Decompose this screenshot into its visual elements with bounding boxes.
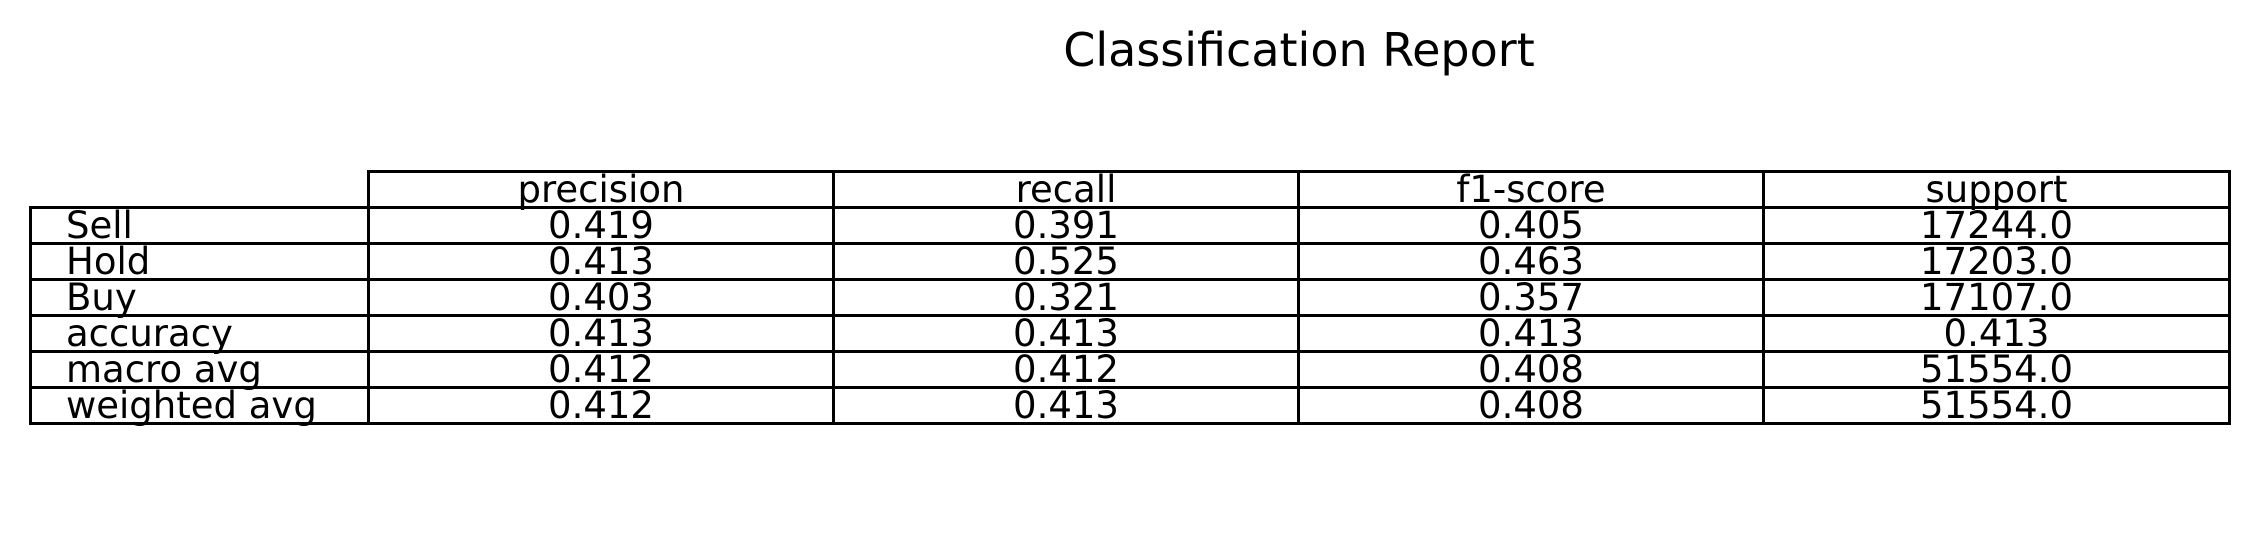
row-label: macro avg <box>29 350 370 389</box>
table-cell: 0.413 <box>367 242 835 281</box>
column-header: f1-score <box>1297 170 1765 209</box>
column-header: precision <box>367 170 835 209</box>
row-label: accuracy <box>29 314 370 353</box>
classification-report-table: precision recall f1-score support Sell 0.419 0… <box>29 170 2231 425</box>
table-row: accuracy 0.413 0.413 0.413 0.413 <box>29 314 2231 353</box>
table-cell: 0.412 <box>832 350 1300 389</box>
table-row: weighted avg 0.412 0.413 0.408 51554.0 <box>29 386 2231 425</box>
table-cell: 0.413 <box>367 314 835 353</box>
row-label: weighted avg <box>29 386 370 425</box>
table-row: Hold 0.413 0.525 0.463 17203.0 <box>29 242 2231 281</box>
table-cell: 0.412 <box>367 350 835 389</box>
table-cell: 17107.0 <box>1762 278 2231 317</box>
table-cell: 0.405 <box>1297 206 1765 245</box>
table-row: Sell 0.419 0.391 0.405 17244.0 <box>29 206 2231 245</box>
table-cell: 0.419 <box>367 206 835 245</box>
table-cell: 0.412 <box>367 386 835 425</box>
table-row: Buy 0.403 0.321 0.357 17107.0 <box>29 278 2231 317</box>
row-label: Sell <box>29 206 370 245</box>
table-cell: 0.391 <box>832 206 1300 245</box>
table-cell: 0.408 <box>1297 386 1765 425</box>
table-cell: 51554.0 <box>1762 350 2231 389</box>
row-label: Buy <box>29 278 370 317</box>
table-cell: 0.403 <box>367 278 835 317</box>
table-cell: 0.463 <box>1297 242 1765 281</box>
column-header: support <box>1762 170 2231 209</box>
table-row: macro avg 0.412 0.412 0.408 51554.0 <box>29 350 2231 389</box>
chart-title: Classification Report <box>1063 23 1535 77</box>
table-cell: 0.413 <box>1762 314 2231 353</box>
table-cell: 17203.0 <box>1762 242 2231 281</box>
table-cell: 0.413 <box>832 314 1300 353</box>
table-cell: 0.321 <box>832 278 1300 317</box>
table-cell: 0.408 <box>1297 350 1765 389</box>
table-cell: 0.525 <box>832 242 1300 281</box>
table-cell: 17244.0 <box>1762 206 2231 245</box>
corner-cell <box>30 171 369 209</box>
table-cell: 0.413 <box>832 386 1300 425</box>
header-row: precision recall f1-score support <box>30 170 2231 209</box>
column-header: recall <box>832 170 1300 209</box>
table-cell: 0.357 <box>1297 278 1765 317</box>
row-label: Hold <box>29 242 370 281</box>
table-cell: 0.413 <box>1297 314 1765 353</box>
table-cell: 51554.0 <box>1762 386 2231 425</box>
